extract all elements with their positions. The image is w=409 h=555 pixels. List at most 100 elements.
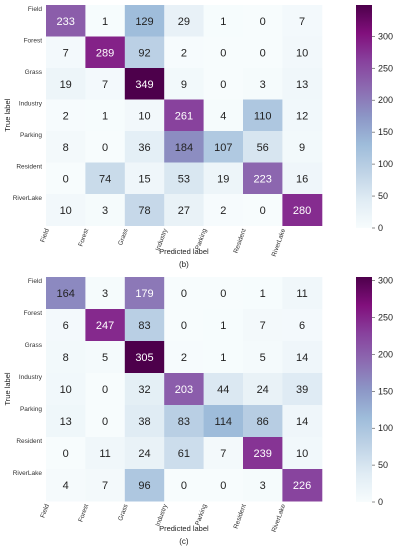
y-axis-label: True label (3, 98, 12, 131)
colorbar-tick-label: 50 (378, 191, 388, 201)
cell-value-label: 164 (57, 288, 75, 300)
cell-value-label: 5 (102, 352, 108, 364)
cell-value-label: 0 (181, 480, 187, 492)
heatmap-cell (282, 162, 323, 195)
cell-value-label: 74 (99, 173, 111, 185)
heatmap-cell (124, 194, 165, 226)
cell-value-label: 9 (299, 142, 305, 154)
column-tick-label: Field (39, 503, 51, 519)
heatmap-cell (164, 131, 205, 163)
cell-value-label: 1 (102, 110, 108, 122)
heatmap-cell (46, 162, 86, 195)
heatmap-cell (85, 405, 126, 438)
heatmap-cell (203, 162, 244, 195)
cell-value-label: 92 (138, 47, 150, 59)
heatmap-cell (46, 99, 86, 132)
cell-value-label: 114 (215, 416, 233, 428)
heatmap-cell (203, 405, 244, 438)
cell-value-label: 0 (220, 79, 226, 91)
cell-value-label: 7 (102, 480, 108, 492)
cell-value-label: 86 (257, 416, 269, 428)
cell-value-label: 129 (135, 16, 153, 28)
heatmap-cell (164, 341, 205, 374)
cell-value-label: 3 (260, 79, 266, 91)
cell-value-label: 261 (175, 110, 193, 122)
colorbar-tick-label: 300 (378, 276, 393, 286)
row-tick-label: RiverLake (13, 195, 43, 202)
cell-value-label: 1 (102, 16, 108, 28)
cell-value-label: 280 (293, 205, 311, 217)
cell-value-label: 7 (63, 47, 69, 59)
cell-value-label: 4 (63, 480, 69, 492)
heatmap-cell (85, 277, 126, 310)
heatmap-cell (243, 405, 283, 438)
heatmap-cell (164, 469, 205, 502)
cell-value-label: 53 (178, 173, 190, 185)
cell-value-label: 83 (178, 416, 190, 428)
cell-value-label: 1 (260, 288, 266, 300)
row-tick-label: Industry (19, 101, 43, 108)
heatmap-cell (282, 68, 323, 100)
heatmap-cell (282, 373, 323, 406)
cell-value-label: 239 (254, 448, 272, 460)
heatmap-cell (282, 469, 323, 502)
heatmap-cell (85, 194, 126, 226)
cell-value-label: 10 (296, 448, 308, 460)
heatmap-cell (203, 36, 244, 69)
cell-value-label: 13 (296, 79, 308, 91)
heatmap-cell (124, 309, 165, 342)
cell-value-label: 0 (260, 47, 266, 59)
heatmap-cell (243, 131, 283, 163)
heatmap-cell (85, 99, 126, 132)
heatmap-cell (164, 405, 205, 438)
heatmap-cell (243, 277, 283, 310)
heatmap-cell (124, 68, 165, 100)
heatmap-cell (46, 68, 86, 100)
heatmap-cell (85, 131, 126, 163)
colorbar (356, 5, 372, 228)
column-tick-label: Grass (117, 503, 130, 522)
row-tick-label: Grass (25, 342, 43, 349)
heatmap-cell (164, 309, 205, 342)
heatmap-cell (164, 277, 205, 310)
heatmap-cell (203, 131, 244, 163)
heatmap-cell (243, 469, 283, 502)
column-tick-label: Resident (233, 503, 248, 530)
heatmap-cell (282, 277, 323, 310)
y-axis-label: True label (3, 372, 12, 405)
row-tick-label: Resident (16, 164, 42, 171)
cell-value-label: 0 (260, 205, 266, 217)
cell-value-label: 32 (138, 384, 150, 396)
row-tick-label: RiverLake (13, 470, 43, 477)
heatmap-cell (282, 5, 323, 37)
cell-value-label: 0 (102, 142, 108, 154)
cell-value-label: 7 (299, 16, 305, 28)
heatmap-cell (243, 373, 283, 406)
heatmap-cell (124, 373, 165, 406)
heatmap-cell (46, 437, 86, 470)
heatmap-cell (282, 405, 323, 438)
x-axis-label: Predicted label (159, 247, 209, 256)
heatmap-cell (46, 405, 86, 438)
cell-value-label: 0 (220, 288, 226, 300)
heatmap-cell (164, 373, 205, 406)
heatmap-cell (243, 341, 283, 374)
cell-value-label: 0 (102, 384, 108, 396)
cell-value-label: 14 (296, 352, 308, 364)
cell-value-label: 349 (135, 79, 153, 91)
cell-value-label: 233 (57, 16, 75, 28)
heatmap-cell (124, 437, 165, 470)
cell-value-label: 61 (178, 448, 190, 460)
cell-value-label: 203 (175, 384, 193, 396)
colorbar-tick-label: 150 (378, 386, 393, 396)
heatmap-cell (46, 309, 86, 342)
colorbar-tick-label: 200 (378, 95, 393, 105)
cell-value-label: 4 (220, 110, 226, 122)
cell-value-label: 16 (296, 173, 308, 185)
cell-value-label: 1 (220, 16, 226, 28)
heatmap-cell (85, 5, 126, 37)
cell-value-label: 179 (135, 288, 153, 300)
colorbar-tick-label: 0 (378, 223, 383, 233)
heatmap-cell (282, 99, 323, 132)
row-tick-label: Parking (20, 132, 42, 139)
